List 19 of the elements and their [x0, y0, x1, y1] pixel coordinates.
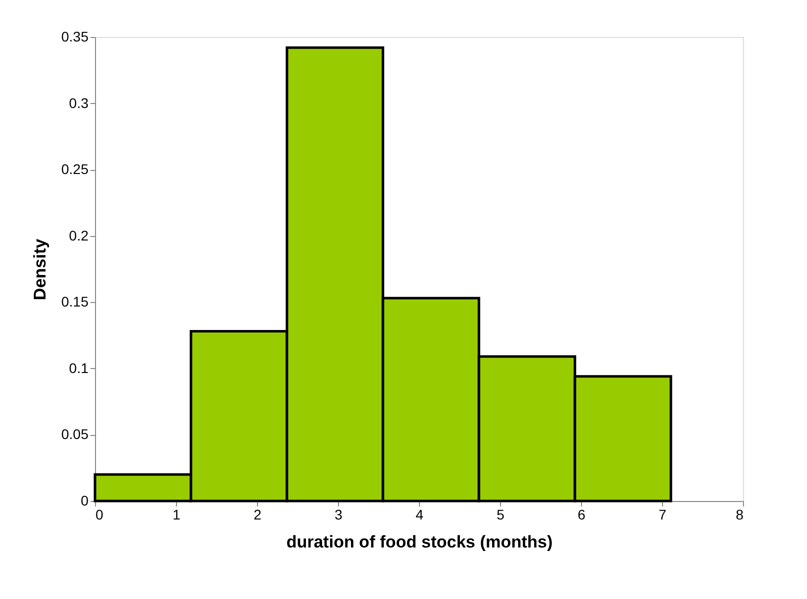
y-tick-label: 0.35 — [61, 28, 89, 44]
y-tick-label: 0.15 — [61, 294, 89, 310]
x-tick-label: 8 — [736, 506, 744, 522]
x-axis-title: duration of food stocks (months) — [286, 532, 553, 552]
x-tick-label: 2 — [254, 506, 262, 522]
y-tick-label: 0.25 — [61, 161, 89, 178]
x-tick-label: 4 — [416, 506, 424, 522]
y-tick-label: 0.1 — [69, 360, 89, 376]
x-tick-label: 7 — [658, 506, 667, 522]
x-tick-label: 1 — [172, 506, 181, 522]
x-tick-label: 3 — [334, 506, 343, 522]
y-tick-label: 0.3 — [69, 94, 89, 111]
x-tick-label: 6 — [578, 506, 586, 522]
x-tick-label: 5 — [496, 506, 505, 522]
x-tick-label: 0 — [96, 506, 104, 522]
y-axis-title: Density — [30, 238, 50, 300]
y-tick-label: 0.05 — [61, 426, 89, 442]
y-tick-label: 0 — [80, 492, 89, 508]
y-tick-label: 0.2 — [69, 227, 89, 244]
